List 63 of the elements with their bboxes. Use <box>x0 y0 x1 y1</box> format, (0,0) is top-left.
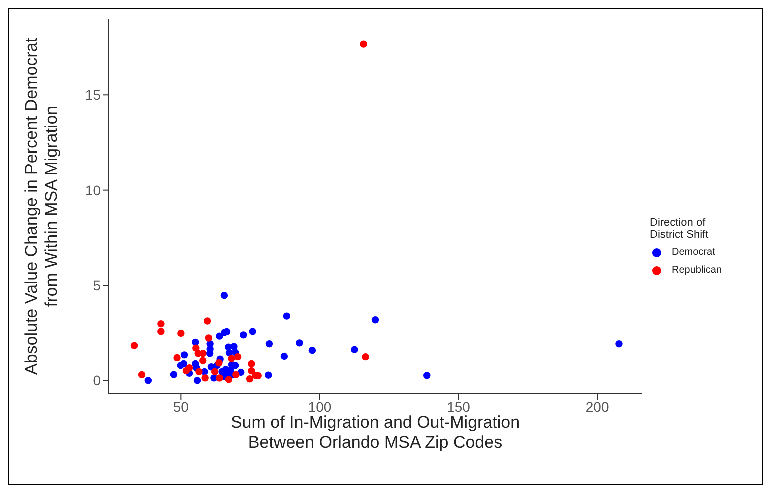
point <box>216 374 224 382</box>
point <box>216 332 224 340</box>
point <box>221 329 228 336</box>
legend-title: Direction of District Shift <box>650 216 710 240</box>
point <box>216 360 223 367</box>
y-tick-label: 5 <box>93 277 102 294</box>
point <box>194 377 202 384</box>
point <box>130 342 138 350</box>
point <box>170 371 178 378</box>
point <box>266 340 274 348</box>
y-tick-label: 0 <box>93 372 102 389</box>
point <box>211 368 219 376</box>
point <box>138 371 146 379</box>
legend-label: Democrat <box>672 247 716 258</box>
point <box>200 350 207 358</box>
point <box>360 40 368 48</box>
point <box>246 376 254 383</box>
point <box>230 343 238 350</box>
y-tick-label: 15 <box>85 87 102 104</box>
point <box>296 340 304 347</box>
point <box>283 312 291 320</box>
point <box>178 330 185 338</box>
point <box>228 355 236 362</box>
point <box>204 318 212 325</box>
point <box>424 372 431 380</box>
point <box>372 316 380 324</box>
point <box>186 364 194 372</box>
point <box>616 340 623 348</box>
point <box>158 320 165 328</box>
x-tick-label: 50 <box>173 398 190 415</box>
point <box>249 328 256 336</box>
point <box>180 360 188 368</box>
point <box>308 347 316 354</box>
point <box>226 349 234 357</box>
point <box>225 376 233 384</box>
point <box>192 338 200 346</box>
point <box>144 377 152 384</box>
point <box>240 332 248 339</box>
point <box>202 374 209 382</box>
y-tick-label: 10 <box>85 182 102 198</box>
point <box>362 353 370 361</box>
point <box>196 368 203 376</box>
point <box>180 352 188 359</box>
y-axis-title: Absolute Value Change in Percent Democrat from Within MSA Migration <box>22 38 61 376</box>
point <box>227 366 234 374</box>
point <box>174 354 181 362</box>
point <box>200 357 207 364</box>
point <box>232 371 240 379</box>
point <box>234 353 242 361</box>
point <box>265 372 272 379</box>
point <box>248 367 256 375</box>
point <box>206 350 214 358</box>
x-tick-label: 100 <box>308 398 332 415</box>
point <box>248 360 256 368</box>
x-tick-label: 200 <box>586 398 610 415</box>
point <box>280 352 288 360</box>
point <box>205 334 213 342</box>
x-axis-title: Sum of In-Migration and Out-Migration Between Orlando MSA Zip Codes <box>230 413 520 452</box>
point <box>351 346 358 354</box>
legend-label: Republican <box>672 265 722 276</box>
point <box>220 292 228 300</box>
point <box>158 328 165 336</box>
x-tick-label: 150 <box>447 398 471 415</box>
